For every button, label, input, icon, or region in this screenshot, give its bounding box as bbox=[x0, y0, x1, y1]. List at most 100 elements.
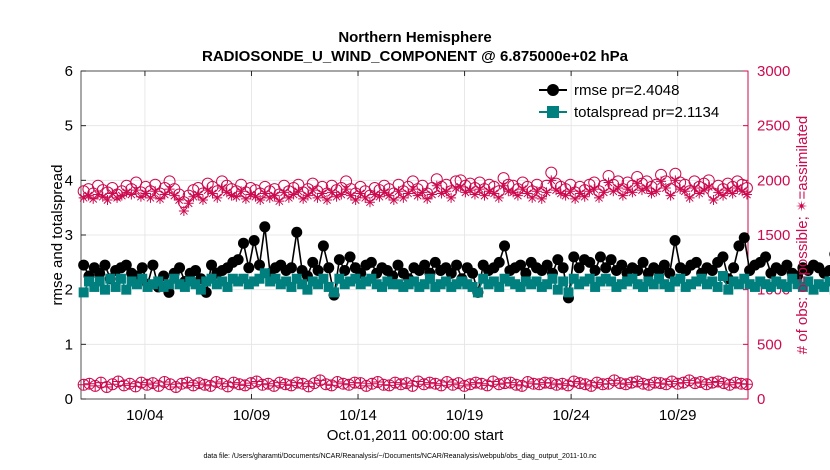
assimilated-obs-point bbox=[155, 193, 166, 204]
totalspread-point bbox=[339, 279, 350, 290]
assimilated-obs-point bbox=[364, 197, 375, 208]
totalspread-point bbox=[781, 281, 792, 292]
rmse-point bbox=[174, 262, 186, 274]
assimilated-obs-point bbox=[479, 190, 490, 201]
assimilated-obs-point bbox=[617, 190, 628, 201]
assimilated-obs-low-point bbox=[643, 379, 655, 391]
assimilated-obs-point bbox=[331, 191, 342, 202]
assimilated-obs-point bbox=[197, 195, 208, 206]
rmse-point bbox=[323, 262, 335, 274]
rmse-point bbox=[573, 262, 585, 274]
assimilated-obs-point bbox=[541, 187, 552, 198]
rmse-point bbox=[147, 259, 159, 271]
totalspread-point bbox=[542, 279, 553, 290]
rmse-point bbox=[690, 256, 702, 268]
totalspread-point bbox=[131, 279, 142, 290]
totalspread-point bbox=[488, 276, 499, 287]
assimilated-obs-point bbox=[293, 186, 304, 197]
totalspread-point bbox=[222, 281, 233, 292]
assimilated-obs-low-point bbox=[170, 381, 182, 393]
assimilated-obs-low-point bbox=[285, 379, 297, 391]
totalspread-point bbox=[297, 279, 308, 290]
assimilated-obs-point bbox=[689, 182, 700, 193]
totalspread-point bbox=[771, 276, 782, 287]
assimilated-obs-point bbox=[522, 188, 533, 199]
assimilated-obs-low-point bbox=[107, 378, 119, 390]
totalspread-point bbox=[185, 276, 196, 287]
totalspread-point bbox=[275, 279, 286, 290]
y-axis-label: rmse and totalspread bbox=[49, 165, 66, 306]
totalspread-point bbox=[137, 273, 148, 284]
y-right-tick-label: 0 bbox=[757, 391, 765, 408]
totalspread-point bbox=[712, 281, 723, 292]
assimilated-obs-low-point bbox=[222, 380, 234, 392]
assimilated-obs-low-point bbox=[308, 377, 320, 389]
totalspread-point bbox=[659, 279, 670, 290]
y-axis-right-label: # of obs: o=possible; ✴=assimilated bbox=[794, 116, 811, 355]
series-assimilated-obs bbox=[78, 175, 752, 216]
assimilated-obs-point bbox=[178, 205, 189, 216]
assimilated-obs-point bbox=[460, 187, 471, 198]
assimilated-obs-low-point bbox=[568, 376, 580, 388]
totalspread-point bbox=[259, 268, 270, 279]
assimilated-obs-low-point bbox=[441, 376, 453, 388]
assimilated-obs-point bbox=[369, 189, 380, 200]
totalspread-point bbox=[515, 281, 526, 292]
assimilated-obs-point bbox=[517, 184, 528, 195]
assimilated-obs-low-point bbox=[614, 377, 626, 389]
rmse-point bbox=[259, 221, 271, 233]
assimilated-obs-low-point bbox=[343, 379, 355, 391]
totalspread-point bbox=[265, 276, 276, 287]
totalspread-point bbox=[238, 273, 249, 284]
assimilated-obs-point bbox=[102, 195, 113, 206]
rmse-point bbox=[78, 259, 90, 271]
assimilated-obs-point bbox=[355, 188, 366, 199]
assimilated-obs-low-point bbox=[516, 380, 528, 392]
totalspread-point bbox=[392, 279, 403, 290]
totalspread-point bbox=[478, 273, 489, 284]
rmse-point bbox=[120, 259, 132, 271]
assimilated-obs-low-point bbox=[574, 377, 586, 389]
assimilated-obs-low-point bbox=[360, 380, 372, 392]
legend-totalspread-label: totalspread pr=2.1134 bbox=[574, 104, 719, 121]
totalspread-point bbox=[526, 279, 537, 290]
totalspread-point bbox=[600, 273, 611, 284]
assimilated-obs-low-point bbox=[487, 376, 499, 388]
assimilated-obs-low-point bbox=[164, 378, 176, 390]
totalspread-point bbox=[190, 279, 201, 290]
assimilated-obs-point bbox=[288, 189, 299, 200]
assimilated-obs-point bbox=[632, 178, 643, 189]
rmse-point bbox=[291, 226, 303, 238]
rmse-point bbox=[557, 262, 569, 274]
assimilated-obs-point bbox=[636, 185, 647, 196]
assimilated-obs-low-point bbox=[153, 380, 165, 392]
assimilated-obs-point bbox=[613, 182, 624, 193]
assimilated-obs-low-point bbox=[556, 378, 568, 390]
assimilated-obs-low-point bbox=[608, 374, 620, 386]
totalspread-point bbox=[163, 279, 174, 290]
rmse-point bbox=[493, 256, 505, 268]
totalspread-point bbox=[99, 284, 110, 295]
assimilated-obs-low-point bbox=[251, 376, 263, 388]
totalspread-point bbox=[632, 279, 643, 290]
legend-rmse-marker bbox=[547, 84, 559, 96]
assimilated-obs-low-point bbox=[205, 380, 217, 392]
totalspread-point bbox=[403, 279, 414, 290]
rmse-point bbox=[616, 259, 628, 271]
assimilated-obs-point bbox=[641, 182, 652, 193]
y-tick-label: 2 bbox=[65, 282, 73, 299]
rmse-point bbox=[584, 256, 596, 268]
assimilated-obs-low-point bbox=[83, 378, 95, 390]
totalspread-point bbox=[94, 276, 105, 287]
assimilated-obs-low-point bbox=[424, 377, 436, 389]
assimilated-obs-point bbox=[703, 181, 714, 192]
x-tick-label: 10/14 bbox=[339, 407, 377, 424]
totalspread-point bbox=[765, 281, 776, 292]
totalspread-point bbox=[648, 279, 659, 290]
totalspread-point bbox=[318, 273, 329, 284]
totalspread-point bbox=[435, 279, 446, 290]
assimilated-obs-low-point bbox=[245, 377, 257, 389]
assimilated-obs-point bbox=[427, 189, 437, 200]
assimilated-obs-low-point bbox=[672, 378, 684, 390]
totalspread-point bbox=[233, 276, 244, 287]
